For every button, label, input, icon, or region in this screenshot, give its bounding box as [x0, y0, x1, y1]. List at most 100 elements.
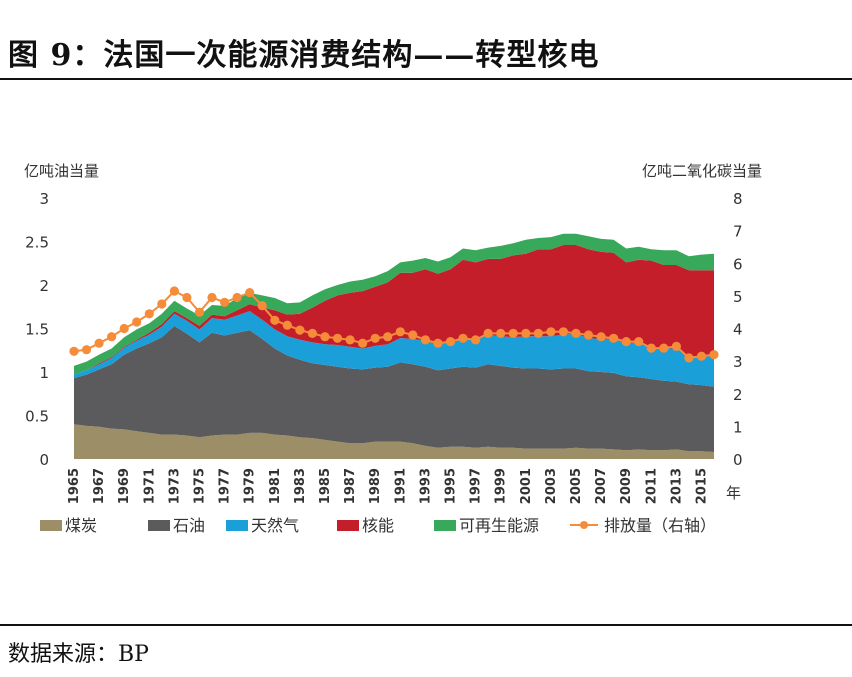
y-right-tick-label: 3 [733, 353, 743, 371]
x-tick-label: 1987 [343, 468, 358, 504]
y-left-tick-label: 1.5 [25, 321, 49, 339]
emissions-point [521, 328, 531, 338]
x-tick-label: 1975 [193, 468, 208, 504]
y-axis-left-ticks: 0 0.5 1 1.5 2 2.5 3 [25, 190, 49, 469]
emissions-point [671, 341, 682, 351]
emissions-point [332, 333, 343, 343]
emissions-point [144, 309, 154, 319]
emissions-point [496, 328, 506, 338]
y-left-tick-label: 1 [39, 364, 49, 382]
y-axis-right-ticks: 0 1 2 3 4 5 6 7 8 [733, 190, 743, 469]
x-tick-label: 2007 [594, 468, 609, 504]
y-right-tick-label: 7 [733, 223, 743, 241]
emissions-point [194, 307, 205, 317]
y-right-tick-label: 8 [733, 190, 743, 208]
emissions-line [73, 289, 715, 359]
emissions-point [558, 327, 569, 337]
x-axis-ticks: 1965 1967 1969 1971 1973 1975 1977 1979 1981 1983… [67, 468, 710, 504]
emissions-point [207, 292, 217, 303]
emissions-point [107, 332, 117, 342]
legend-label-nuclear: 核能 [362, 516, 394, 535]
x-axis-label: 年 [726, 484, 741, 502]
y-right-tick-label: 0 [733, 451, 743, 469]
x-tick-label: 1967 [92, 468, 107, 504]
emissions-point [182, 292, 192, 303]
emissions-point [245, 288, 255, 298]
figure-title: 图 9：法国一次能源消费结构——转型核电 [8, 38, 600, 73]
emissions-point [433, 338, 443, 348]
emissions-point [169, 286, 179, 296]
emissions-point [408, 330, 418, 340]
title-rule [0, 78, 852, 80]
y-right-tick-label: 4 [733, 321, 743, 339]
energy-consumption-chart: 亿吨油当量 亿吨二氧化碳当量 年 0 0.5 1 1.5 2 2.5 3 0 1 2 3 4 5 6 7 8… [24, 162, 762, 535]
x-tick-label: 1977 [218, 468, 233, 504]
legend-marker-emissions [580, 521, 588, 529]
y-left-tick-label: 3 [39, 190, 49, 208]
legend-label-gas: 天然气 [251, 516, 299, 535]
emissions-line-group [69, 286, 719, 363]
emissions-point [621, 337, 631, 347]
x-tick-label: 2009 [619, 468, 634, 504]
emissions-point [383, 332, 393, 342]
x-tick-label: 2005 [569, 468, 584, 504]
emissions-point [132, 317, 142, 327]
emissions-point [696, 351, 707, 361]
legend-swatch-gas [226, 520, 248, 531]
emissions-point [81, 345, 92, 355]
x-tick-label: 1985 [318, 468, 333, 504]
emissions-point [709, 350, 719, 360]
x-tick-label: 1979 [243, 468, 258, 504]
x-tick-label: 1969 [117, 468, 132, 504]
emissions-point [596, 332, 606, 342]
x-tick-label: 1997 [469, 468, 484, 504]
legend-swatch-renewables [434, 520, 456, 531]
emissions-point [370, 333, 380, 343]
area-nuclear [74, 245, 714, 375]
x-tick-label: 1995 [444, 468, 459, 504]
stacked-areas [74, 233, 714, 459]
emissions-point [458, 333, 468, 343]
emissions-point [232, 292, 242, 303]
footer-rule [0, 624, 852, 626]
y-left-tick-label: 0 [39, 451, 49, 469]
x-tick-label: 2001 [519, 468, 534, 504]
legend: 煤炭 石油 天然气 核能 可再生能源 排放量（右轴） [40, 516, 716, 535]
x-tick-label: 1981 [268, 468, 283, 504]
source-note: 数据来源：BP [8, 642, 149, 667]
emissions-point [257, 301, 267, 311]
emissions-point [546, 327, 556, 337]
legend-swatch-oil [148, 520, 170, 531]
emissions-point [659, 343, 669, 353]
emissions-point [445, 337, 456, 347]
x-tick-label: 2003 [544, 468, 559, 504]
y-right-tick-label: 6 [733, 255, 743, 273]
x-tick-label: 2011 [644, 468, 659, 504]
x-tick-label: 2015 [695, 468, 710, 504]
emissions-point [420, 335, 430, 345]
y-left-tick-label: 2.5 [25, 234, 49, 252]
emissions-point [119, 323, 129, 334]
y-right-tick-label: 5 [733, 288, 743, 306]
x-tick-label: 1999 [494, 468, 509, 504]
area-oil [74, 325, 714, 452]
emissions-point [483, 328, 493, 338]
emissions-point [634, 337, 644, 347]
x-tick-label: 1993 [418, 468, 433, 504]
emissions-point [307, 328, 317, 338]
legend-label-emissions: 排放量（右轴） [604, 516, 716, 535]
legend-swatch-coal [40, 520, 62, 531]
emissions-point [320, 332, 330, 342]
emissions-point [508, 328, 518, 338]
x-tick-label: 1983 [293, 468, 308, 504]
legend-label-coal: 煤炭 [65, 516, 97, 535]
x-tick-label: 2013 [669, 468, 684, 504]
y-left-tick-label: 0.5 [25, 408, 49, 426]
emissions-point [684, 353, 694, 363]
x-tick-label: 1971 [142, 468, 157, 504]
emissions-point [270, 315, 280, 325]
legend-label-oil: 石油 [173, 516, 205, 535]
x-tick-label: 1965 [67, 468, 82, 504]
y-left-tick-label: 2 [39, 277, 49, 295]
y-right-tick-label: 1 [733, 418, 743, 436]
